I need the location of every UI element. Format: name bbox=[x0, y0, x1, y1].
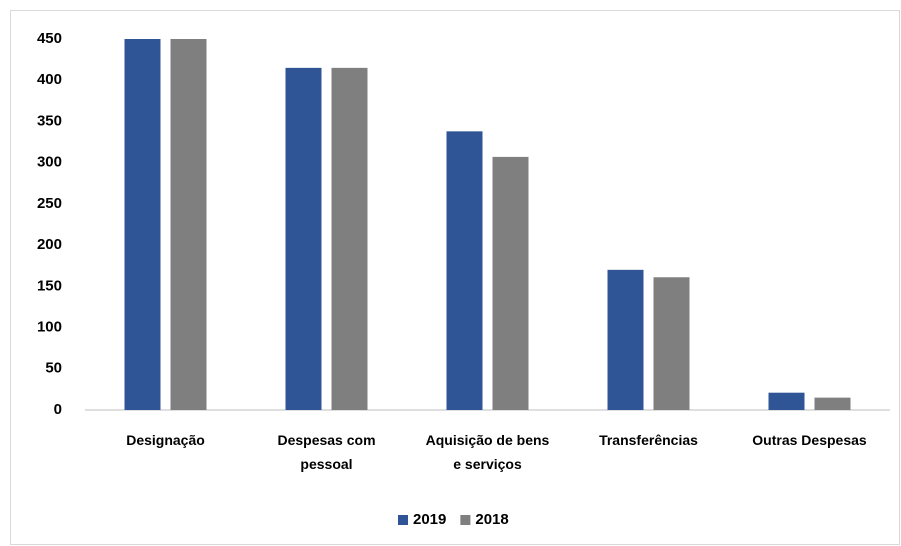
bar bbox=[331, 67, 368, 410]
x-tick-label: Aquisição de bens e serviços bbox=[425, 432, 550, 472]
bar bbox=[492, 156, 529, 410]
bar bbox=[285, 67, 322, 410]
bar bbox=[446, 131, 483, 411]
y-tick-label: 150 bbox=[37, 277, 62, 294]
y-tick-label: 250 bbox=[37, 195, 62, 212]
y-tick-label: 400 bbox=[37, 71, 62, 88]
y-tick-label: 450 bbox=[37, 30, 62, 47]
legend-swatch bbox=[460, 515, 471, 525]
y-tick-label: 50 bbox=[45, 360, 62, 377]
bar bbox=[607, 269, 644, 410]
x-tick-label: Transferências bbox=[599, 432, 698, 448]
x-tick-label: Despesas com pessoal bbox=[277, 432, 376, 472]
y-tick-label: 100 bbox=[37, 319, 62, 336]
y-tick-label: 300 bbox=[37, 154, 62, 171]
bar bbox=[170, 39, 207, 410]
bar bbox=[653, 277, 690, 410]
y-tick-label: 0 bbox=[54, 401, 62, 418]
bar bbox=[768, 392, 805, 410]
bar bbox=[124, 39, 161, 410]
y-tick-label: 200 bbox=[37, 236, 62, 253]
legend-swatch bbox=[398, 515, 408, 525]
x-tick-label: Outras Despesas bbox=[752, 432, 867, 448]
legend-label: 2018 bbox=[475, 511, 508, 528]
bar bbox=[814, 397, 851, 410]
x-tick-label: Designação bbox=[126, 432, 205, 448]
y-tick-label: 350 bbox=[37, 112, 62, 129]
legend-label: 2019 bbox=[413, 511, 446, 528]
